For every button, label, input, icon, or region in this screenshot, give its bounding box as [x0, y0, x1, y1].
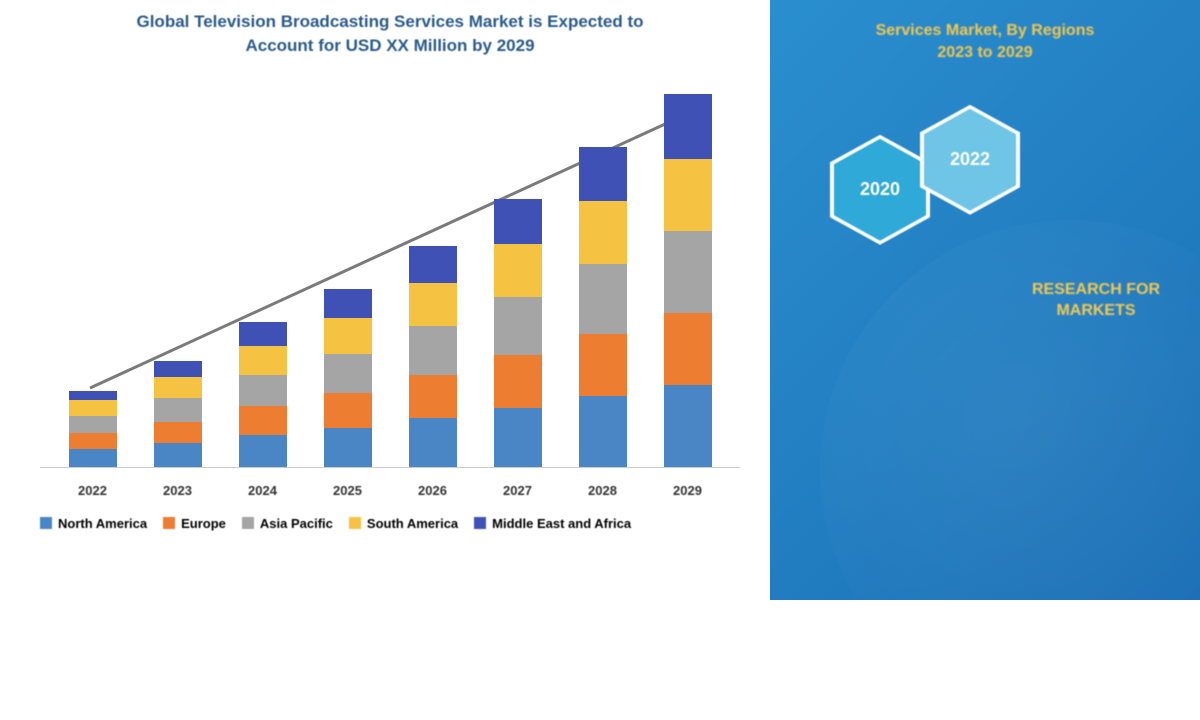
hexagon-2020: 2020	[830, 135, 930, 245]
bar-stack	[154, 361, 202, 466]
x-axis-label: 2024	[233, 483, 293, 498]
bar-segment	[239, 322, 287, 345]
bar-segment	[69, 391, 117, 401]
legend-item: North America	[40, 516, 147, 531]
bar-segment	[154, 377, 202, 398]
bar-segment	[154, 398, 202, 421]
hexagon-2022: 2022	[920, 105, 1020, 215]
bar-segment	[409, 418, 457, 467]
bar-segment	[239, 346, 287, 375]
legend-swatch-icon	[163, 517, 175, 529]
bar-segment	[579, 264, 627, 334]
hexagon-2022-label: 2022	[950, 149, 990, 170]
bar-stack	[324, 289, 372, 466]
brand-watermark: RESEARCH FOR MARKETS	[1032, 280, 1160, 322]
x-axis-labels: 2022 2023 2024 2025 2026 2027 2028 2029	[40, 483, 740, 498]
x-axis-label: 2023	[148, 483, 208, 498]
bar-stack	[579, 147, 627, 467]
hexagon-2020-label: 2020	[860, 179, 900, 200]
chart-area: 2022 2023 2024 2025 2026 2027 2028 2029	[40, 78, 740, 498]
brand-line2: MARKETS	[1032, 301, 1160, 322]
legend-label: North America	[58, 516, 147, 531]
bar-group	[573, 147, 633, 467]
info-title: Services Market, By Regions 2023 to 2029	[790, 20, 1180, 65]
info-title-line1: Services Market, By Regions	[790, 20, 1180, 42]
bar-stack	[494, 199, 542, 466]
bar-stack	[69, 391, 117, 467]
legend-label: Middle East and Africa	[492, 516, 631, 531]
info-title-line2: 2023 to 2029	[790, 42, 1180, 64]
bar-group	[63, 391, 123, 467]
bar-segment	[579, 334, 627, 396]
bar-segment	[154, 422, 202, 443]
bar-segment	[664, 385, 712, 467]
legend-item: Europe	[163, 516, 226, 531]
info-panel: Services Market, By Regions 2023 to 2029…	[770, 0, 1200, 600]
chart-title: Global Television Broadcasting Services …	[30, 10, 750, 58]
bar-segment	[579, 396, 627, 466]
bar-group	[403, 246, 463, 466]
bar-segment	[579, 201, 627, 263]
x-axis-label: 2025	[318, 483, 378, 498]
bars-container	[40, 78, 740, 468]
hexagon-group: 2020 2022	[830, 105, 1180, 285]
bar-segment	[494, 244, 542, 297]
legend-item: South America	[349, 516, 458, 531]
bar-stack	[409, 246, 457, 466]
bar-segment	[69, 416, 117, 434]
bar-segment	[239, 435, 287, 466]
bar-segment	[409, 326, 457, 375]
x-axis-label: 2026	[403, 483, 463, 498]
bar-segment	[494, 297, 542, 356]
bar-segment	[154, 361, 202, 377]
bar-segment	[409, 375, 457, 418]
bar-segment	[664, 313, 712, 385]
legend-item: Middle East and Africa	[474, 516, 631, 531]
bar-stack	[239, 322, 287, 466]
bar-segment	[579, 147, 627, 202]
chart-panel: Global Television Broadcasting Services …	[0, 0, 770, 600]
legend-swatch-icon	[349, 517, 361, 529]
bar-segment	[324, 289, 372, 318]
legend-label: Europe	[181, 516, 226, 531]
bar-group	[148, 361, 208, 466]
legend-label: South America	[367, 516, 458, 531]
legend-swatch-icon	[474, 517, 486, 529]
legend-item: Asia Pacific	[242, 516, 333, 531]
legend-label: Asia Pacific	[260, 516, 333, 531]
bar-segment	[69, 449, 117, 467]
brand-line1: RESEARCH FOR	[1032, 280, 1160, 301]
bar-segment	[664, 94, 712, 158]
bar-group	[233, 322, 293, 466]
bar-segment	[324, 393, 372, 428]
x-axis-label: 2022	[63, 483, 123, 498]
bar-group	[488, 199, 548, 466]
bar-stack	[664, 94, 712, 466]
x-axis-label: 2028	[573, 483, 633, 498]
legend-swatch-icon	[242, 517, 254, 529]
bar-segment	[69, 433, 117, 449]
legend-swatch-icon	[40, 517, 52, 529]
bar-segment	[69, 400, 117, 416]
chart-title-line2: Account for USD XX Million by 2029	[30, 34, 750, 58]
bar-segment	[494, 408, 542, 467]
bar-group	[318, 289, 378, 466]
bar-segment	[664, 231, 712, 313]
bar-segment	[409, 246, 457, 283]
x-axis-label: 2029	[658, 483, 718, 498]
bar-segment	[239, 406, 287, 435]
bar-segment	[494, 355, 542, 408]
bar-segment	[239, 375, 287, 406]
bar-segment	[664, 159, 712, 231]
chart-title-line1: Global Television Broadcasting Services …	[30, 10, 750, 34]
bar-segment	[324, 354, 372, 393]
bar-segment	[409, 283, 457, 326]
bar-group	[658, 94, 718, 466]
bar-segment	[324, 428, 372, 467]
bar-segment	[324, 318, 372, 353]
bar-segment	[154, 443, 202, 466]
bar-segment	[494, 199, 542, 244]
legend: North America Europe Asia Pacific South Ame…	[30, 516, 750, 531]
x-axis-label: 2027	[488, 483, 548, 498]
